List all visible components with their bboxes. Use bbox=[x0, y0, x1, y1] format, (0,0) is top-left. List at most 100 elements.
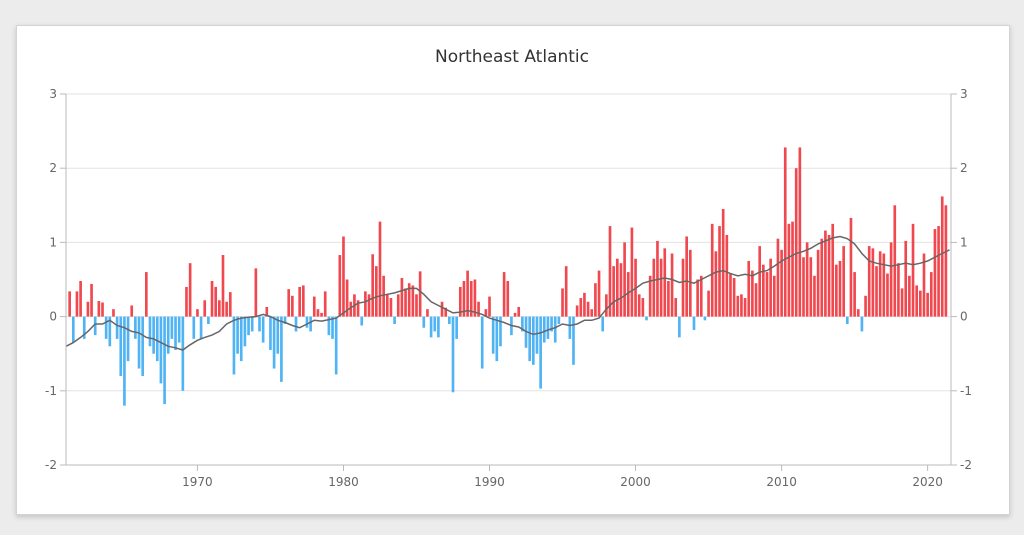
anomaly-bar bbox=[404, 288, 407, 317]
anomaly-bar bbox=[119, 316, 123, 376]
anomaly-bar bbox=[758, 246, 762, 317]
anomaly-bar bbox=[68, 291, 71, 317]
anomaly-bar bbox=[276, 316, 280, 354]
anomaly-bar bbox=[477, 301, 480, 317]
anomaly-bar bbox=[612, 266, 615, 317]
anomaly-bar bbox=[338, 255, 342, 317]
anomaly-bar bbox=[458, 286, 462, 317]
anomaly-bar bbox=[714, 251, 718, 317]
anomaly-bar bbox=[813, 275, 816, 317]
anomaly-bar bbox=[382, 275, 385, 317]
x-tick-label: 2020 bbox=[912, 475, 943, 489]
anomaly-bar bbox=[488, 296, 491, 317]
anomaly-bar bbox=[615, 258, 619, 317]
anomaly-bar bbox=[809, 257, 813, 317]
anomaly-bar bbox=[367, 294, 371, 317]
anomaly-bar bbox=[243, 316, 247, 347]
anomaly-bar bbox=[287, 289, 291, 317]
anomaly-bar bbox=[678, 316, 681, 338]
anomaly-bar bbox=[663, 248, 667, 317]
anomaly-bar bbox=[181, 316, 185, 391]
anomaly-bar bbox=[674, 298, 678, 317]
anomaly-bar bbox=[794, 168, 798, 317]
anomaly-bar bbox=[221, 255, 225, 317]
anomaly-bar bbox=[546, 316, 550, 339]
anomaly-bar bbox=[875, 266, 878, 317]
anomaly-bar bbox=[707, 290, 710, 317]
anomaly-bar bbox=[269, 316, 272, 350]
anomaly-bar bbox=[298, 286, 301, 317]
anomaly-bar bbox=[451, 316, 455, 393]
anomaly-bar bbox=[802, 257, 805, 317]
anomaly-bar bbox=[101, 302, 104, 317]
anomaly-bar bbox=[280, 316, 283, 382]
anomaly-bar bbox=[590, 309, 594, 317]
anomaly-bar bbox=[225, 301, 228, 317]
anomaly-bar bbox=[550, 316, 553, 332]
anomaly-bar bbox=[218, 300, 221, 317]
anomaly-bar bbox=[375, 266, 378, 317]
anomaly-bar bbox=[747, 260, 751, 317]
anomaly-bar bbox=[867, 246, 871, 317]
anomaly-bar bbox=[385, 294, 389, 317]
anomaly-bar bbox=[535, 316, 539, 354]
anomaly-bar bbox=[886, 273, 889, 317]
anomaly-bar bbox=[199, 316, 203, 339]
anomaly-bar bbox=[342, 236, 345, 317]
anomaly-bar bbox=[444, 307, 448, 317]
y-tick-label-left: -2 bbox=[45, 458, 57, 472]
anomaly-bar bbox=[236, 316, 239, 354]
anomaly-bar bbox=[849, 217, 853, 317]
anomaly-bar bbox=[681, 258, 685, 317]
anomaly-bar bbox=[561, 288, 564, 317]
anomaly-bar bbox=[710, 223, 714, 317]
anomaly-bar bbox=[411, 285, 415, 317]
anomaly-bar bbox=[177, 316, 181, 343]
y-tick-label-left: 2 bbox=[49, 161, 57, 175]
y-tick-label-left: 0 bbox=[49, 310, 57, 324]
anomaly-bar bbox=[192, 316, 196, 339]
anomaly-bar bbox=[685, 236, 688, 317]
anomaly-bar bbox=[134, 316, 137, 339]
anomaly-bar bbox=[144, 272, 148, 317]
chart-title: Northeast Atlantic bbox=[435, 47, 589, 67]
anomaly-bar bbox=[937, 226, 940, 317]
anomaly-bar bbox=[455, 316, 458, 339]
y-tick-label-right: 0 bbox=[960, 310, 968, 324]
anomaly-bar bbox=[90, 283, 93, 317]
anomaly-bar bbox=[115, 316, 119, 339]
anomaly-bar bbox=[780, 249, 783, 317]
anomaly-bar bbox=[532, 316, 535, 365]
y-tick-label-left: 1 bbox=[49, 235, 57, 249]
anomaly-bar bbox=[842, 246, 845, 317]
anomaly-bar bbox=[805, 242, 809, 317]
anomaly-bar bbox=[250, 316, 254, 332]
anomaly-bar bbox=[933, 229, 937, 317]
anomaly-bars bbox=[68, 147, 948, 406]
anomaly-bar bbox=[502, 272, 506, 317]
anomaly-bar bbox=[170, 316, 174, 339]
axes: 3 3 2 2 1 1 0 0 -1 -1 -2 -2 1970 1980 1990 2000 2010 2020 bbox=[45, 87, 972, 489]
anomaly-bar bbox=[141, 316, 144, 376]
anomaly-bar bbox=[188, 263, 192, 317]
anomaly-bar bbox=[291, 295, 294, 317]
anomaly-bar bbox=[944, 205, 948, 317]
anomaly-bar bbox=[897, 263, 900, 317]
anomaly-bar bbox=[586, 301, 590, 317]
anomaly-bar bbox=[429, 316, 433, 338]
anomaly-bar bbox=[579, 298, 583, 317]
anomaly-bar bbox=[564, 266, 568, 317]
anomaly-bar bbox=[740, 294, 743, 317]
anomaly-bar bbox=[396, 294, 400, 317]
anomaly-bar bbox=[440, 301, 444, 317]
anomaly-bar bbox=[652, 258, 656, 317]
anomaly-bar bbox=[827, 234, 831, 317]
anomaly-bar bbox=[389, 298, 393, 317]
anomaly-bar bbox=[721, 209, 725, 317]
anomaly-bar bbox=[517, 306, 521, 317]
anomaly-bar bbox=[871, 248, 875, 317]
anomaly-bar bbox=[594, 283, 597, 317]
anomaly-bar bbox=[725, 234, 729, 317]
anomaly-bar bbox=[729, 273, 732, 317]
anomaly-bar bbox=[835, 264, 838, 317]
